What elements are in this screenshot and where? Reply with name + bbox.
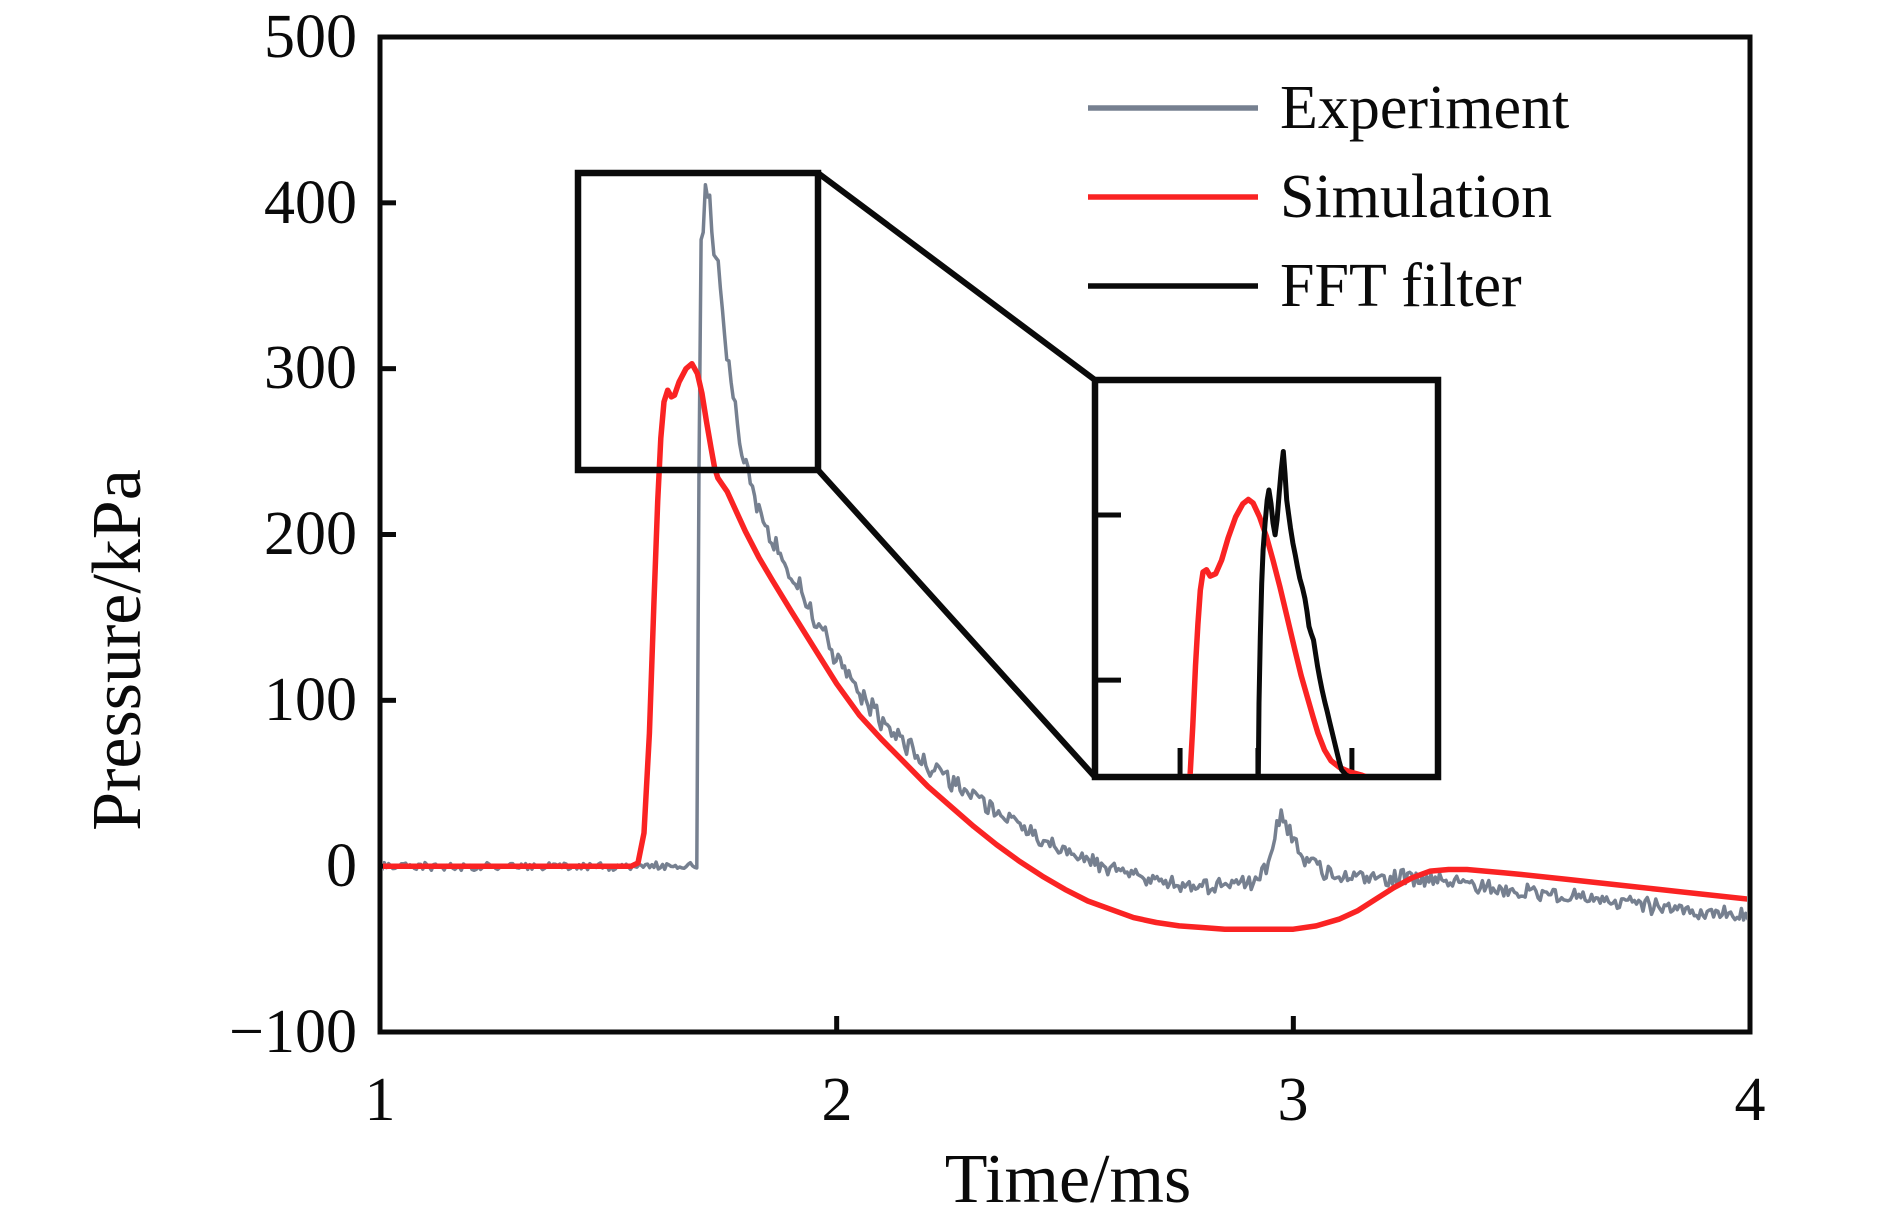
x-axis-title: Time/ms <box>945 1141 1191 1218</box>
simulation-curve <box>383 360 1747 932</box>
y-tick-label-300: 300 <box>264 334 357 402</box>
axis-ticks <box>377 34 1753 1035</box>
inset-frame <box>1091 376 1442 781</box>
plot-area <box>383 182 1747 932</box>
x-tick-label-4: 4 <box>1735 1066 1766 1134</box>
inset-simulation-curve <box>1187 496 1367 774</box>
x-tick-label-2: 2 <box>822 1066 853 1134</box>
zoom-connector-bottom <box>815 467 1098 780</box>
legend-label-fft-filter: FFT filter <box>1280 252 1522 320</box>
legend: Experiment Simulation FFT filter <box>1088 74 1569 320</box>
x-tick-label-3: 3 <box>1278 1066 1309 1134</box>
inset-plot-area <box>1187 449 1367 774</box>
y-tick-label-n100: −100 <box>229 998 357 1066</box>
zoom-connector-top <box>816 170 1097 383</box>
y-tick-label-400: 400 <box>264 169 357 237</box>
y-tick-label-500: 500 <box>264 3 357 71</box>
y-tick-label-100: 100 <box>264 666 357 734</box>
experiment-curve <box>383 182 1747 922</box>
y-tick-label-0: 0 <box>326 832 357 900</box>
y-tick-label-200: 200 <box>264 500 357 568</box>
legend-label-experiment: Experiment <box>1280 74 1569 142</box>
zoom-source-box <box>574 169 822 474</box>
inset-fft-filter-curve <box>1255 449 1350 774</box>
y-axis-title: Pressure/kPa <box>79 469 156 831</box>
x-tick-label-1: 1 <box>365 1066 396 1134</box>
legend-label-simulation: Simulation <box>1280 163 1552 231</box>
